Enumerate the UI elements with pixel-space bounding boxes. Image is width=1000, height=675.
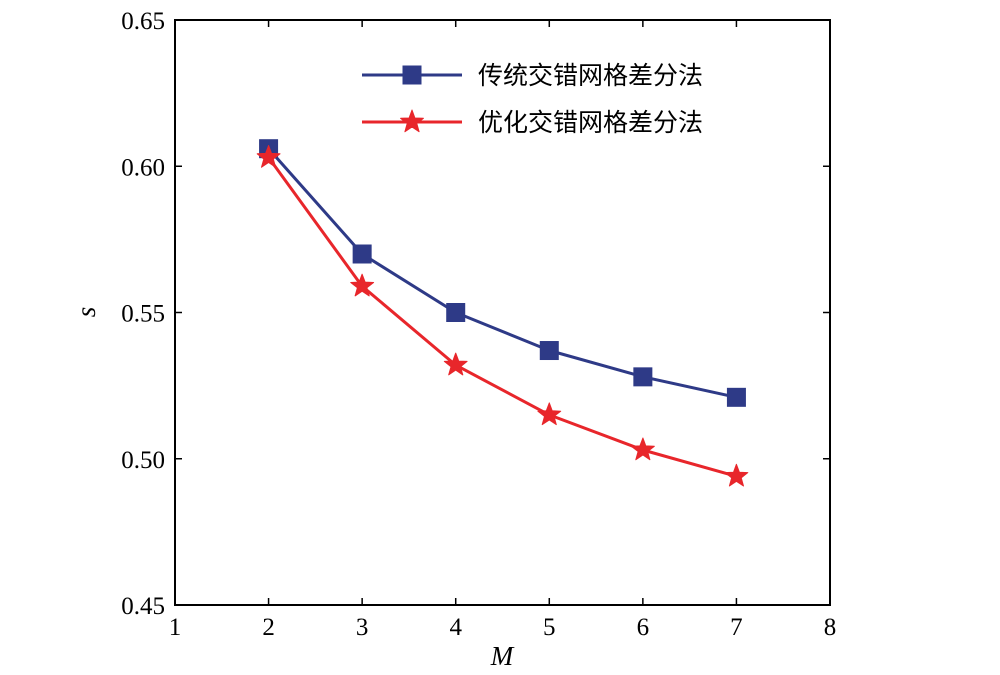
data-point xyxy=(539,341,559,361)
data-point xyxy=(726,387,746,407)
x-tick-label: 1 xyxy=(169,614,182,641)
data-point xyxy=(443,352,468,376)
x-tick-label: 5 xyxy=(543,614,556,641)
x-tick-label: 8 xyxy=(824,614,837,641)
x-axis-label: M xyxy=(490,641,515,671)
series-layer xyxy=(256,139,749,487)
x-tick-label: 6 xyxy=(637,614,650,641)
data-point xyxy=(630,437,655,461)
x-tick-label: 7 xyxy=(730,614,743,641)
data-point xyxy=(350,273,375,297)
data-point xyxy=(537,402,562,426)
data-point xyxy=(724,463,749,487)
x-tick-label: 3 xyxy=(356,614,369,641)
x-tick-label: 4 xyxy=(449,614,462,641)
series-2 xyxy=(256,145,749,487)
x-tick-label: 2 xyxy=(262,614,275,641)
series-line xyxy=(267,147,737,399)
y-tick-label: 0.65 xyxy=(121,8,165,35)
y-tick-label: 0.50 xyxy=(121,447,165,474)
data-point xyxy=(446,303,466,322)
series-1 xyxy=(259,139,746,407)
data-point xyxy=(633,367,653,387)
legend-item: 优化交错网格差分法 xyxy=(362,108,703,137)
y-tick-label: 0.45 xyxy=(121,593,165,620)
data-point xyxy=(256,145,281,168)
legend-marker xyxy=(402,65,422,85)
axis-ticks: 1 2 3 4 5 6 7 8 0.45 0.50 0.55 0.60 0.65 xyxy=(121,8,836,641)
series-line xyxy=(267,156,737,478)
y-tick-label: 0.60 xyxy=(121,154,165,181)
legend-item: 传统交错网格差分法 xyxy=(362,61,703,90)
y-tick-label: 0.55 xyxy=(121,301,165,328)
legend-label: 传统交错网格差分法 xyxy=(478,61,703,90)
legend-marker xyxy=(400,109,424,133)
y-axis-label: s xyxy=(71,307,101,318)
legend-label: 优化交错网格差分法 xyxy=(478,108,703,137)
data-point xyxy=(352,244,372,264)
